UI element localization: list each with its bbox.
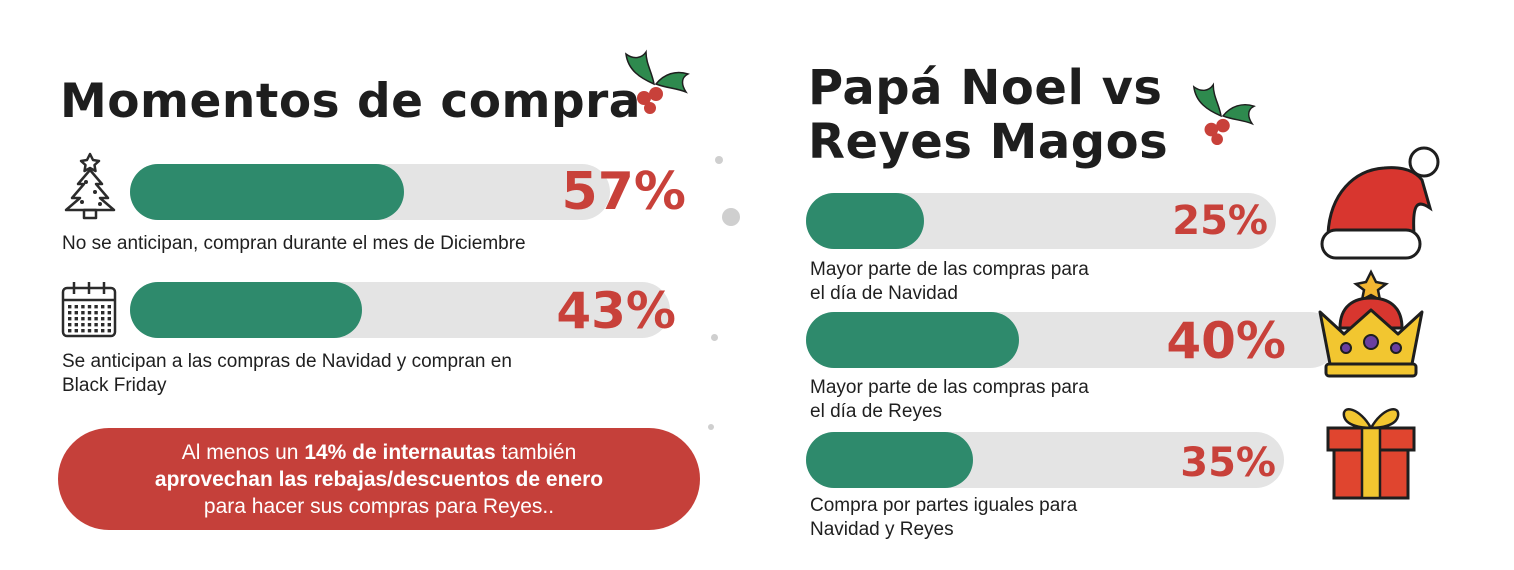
gift-icon <box>1326 408 1416 500</box>
right-bar-3 <box>806 432 974 488</box>
holly-icon <box>625 49 690 114</box>
right-bar-track-2 <box>806 312 1338 368</box>
left-value-label-2: 43% <box>556 282 676 340</box>
right-label-2-line-2: el día de Reyes <box>810 401 943 422</box>
right-bar-2 <box>806 312 1019 368</box>
right-bar-track-3 <box>806 432 1284 488</box>
left-bar-2 <box>130 282 363 338</box>
decor-dot <box>708 424 714 430</box>
right-value-label-1: 25% <box>1172 198 1268 244</box>
crown-icon <box>1318 269 1424 378</box>
left-value-label-1: 57% <box>561 162 686 222</box>
right-label-3-line-1: Compra por partes iguales para <box>810 495 1078 516</box>
santa-hat-icon <box>1320 146 1440 260</box>
right-label-1: Mayor parte de las compras para el día de… <box>810 258 1270 306</box>
right-bar-1 <box>806 193 924 249</box>
left-label-1-line-1: No se anticipan, compran durante el mes … <box>62 233 526 254</box>
right-chart-title-line2: Reyes Magos <box>808 114 1169 170</box>
left-label-1: No se anticipan, compran durante el mes … <box>62 232 702 256</box>
info-banner: Al menos un 14% de internautas también a… <box>58 428 700 530</box>
left-chart-title: Momentos de compra <box>60 74 642 129</box>
right-label-3: Compra por partes iguales para Navidad y … <box>810 494 1270 542</box>
banner-line1-pre: Al menos un <box>181 440 305 464</box>
right-chart-title-line1: Papá Noel vs <box>808 60 1163 116</box>
banner-line2: aprovechan las rebajas/descuentos de ene… <box>154 467 604 491</box>
left-label-2: Se anticipan a las compras de Navidad y … <box>62 350 702 398</box>
right-value-label-3: 35% <box>1180 440 1276 486</box>
right-label-1-line-2: el día de Navidad <box>810 283 958 304</box>
right-label-2-line-1: Mayor parte de las compras para <box>810 377 1089 398</box>
left-bar-track-2 <box>130 282 670 338</box>
decor-dot <box>715 156 723 164</box>
right-value-label-2: 40% <box>1166 312 1286 370</box>
decor-dot <box>711 334 718 341</box>
banner-line1-post: también <box>495 440 577 464</box>
left-bar-1 <box>130 164 404 220</box>
decor-dot <box>722 208 740 226</box>
calendar-icon <box>61 282 117 338</box>
left-label-2-line-1: Se anticipan a las compras de Navidad y … <box>62 351 512 372</box>
right-bar-track-1 <box>806 193 1276 249</box>
christmas-tree-icon <box>64 152 116 220</box>
right-label-1-line-1: Mayor parte de las compras para <box>810 259 1089 280</box>
banner-line1-bold: 14% de internautas <box>304 440 496 464</box>
right-label-2: Mayor parte de las compras para el día de… <box>810 376 1270 424</box>
holly-icon <box>1192 82 1256 146</box>
right-label-3-line-2: Navidad y Reyes <box>810 519 954 540</box>
left-label-2-line-2: Black Friday <box>62 375 167 396</box>
banner-line3: para hacer sus compras para Reyes.. <box>203 494 555 518</box>
left-bar-track-1 <box>130 164 610 220</box>
